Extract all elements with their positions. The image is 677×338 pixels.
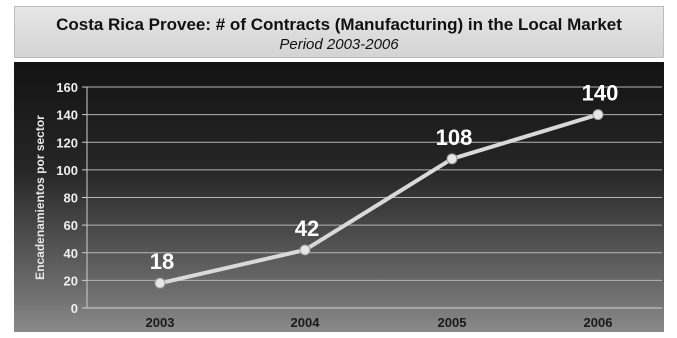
x-tick-label: 2004 xyxy=(291,315,321,330)
series-line xyxy=(159,112,599,286)
y-tick-label: 160 xyxy=(56,80,78,95)
chart-subtitle: Period 2003-2006 xyxy=(279,36,399,53)
chart-header: Costa Rica Provee: # of Contracts (Manuf… xyxy=(14,6,664,58)
data-point xyxy=(446,153,458,165)
y-tick-label: 0 xyxy=(71,301,78,316)
x-tick-label: 2005 xyxy=(438,315,467,330)
data-label: 108 xyxy=(436,125,473,150)
y-tick-label: 40 xyxy=(64,246,78,261)
chart-title: Costa Rica Provee: # of Contracts (Manuf… xyxy=(56,15,622,34)
y-tick-label: 140 xyxy=(56,108,78,123)
y-axis-ticks: 0 20 40 60 80 100 120 140 160 xyxy=(56,80,662,316)
x-axis-ticks: 2003 2004 2005 2006 xyxy=(146,315,613,330)
y-tick-label: 100 xyxy=(56,163,78,178)
x-tick-label: 2006 xyxy=(584,315,613,330)
data-point xyxy=(299,244,311,256)
x-tick-label: 2003 xyxy=(146,315,175,330)
data-point xyxy=(154,277,166,289)
y-axis-label: Encadenamientos por sector xyxy=(33,115,47,280)
data-point xyxy=(592,109,604,121)
y-tick-label: 80 xyxy=(64,191,78,206)
y-tick-label: 120 xyxy=(56,135,78,150)
series-group: 18 42 108 140 xyxy=(150,81,619,289)
data-label: 18 xyxy=(150,249,174,274)
y-tick-label: 20 xyxy=(64,273,78,288)
y-tick-label: 60 xyxy=(64,218,78,233)
data-label: 140 xyxy=(582,81,619,106)
data-label: 42 xyxy=(295,216,319,241)
